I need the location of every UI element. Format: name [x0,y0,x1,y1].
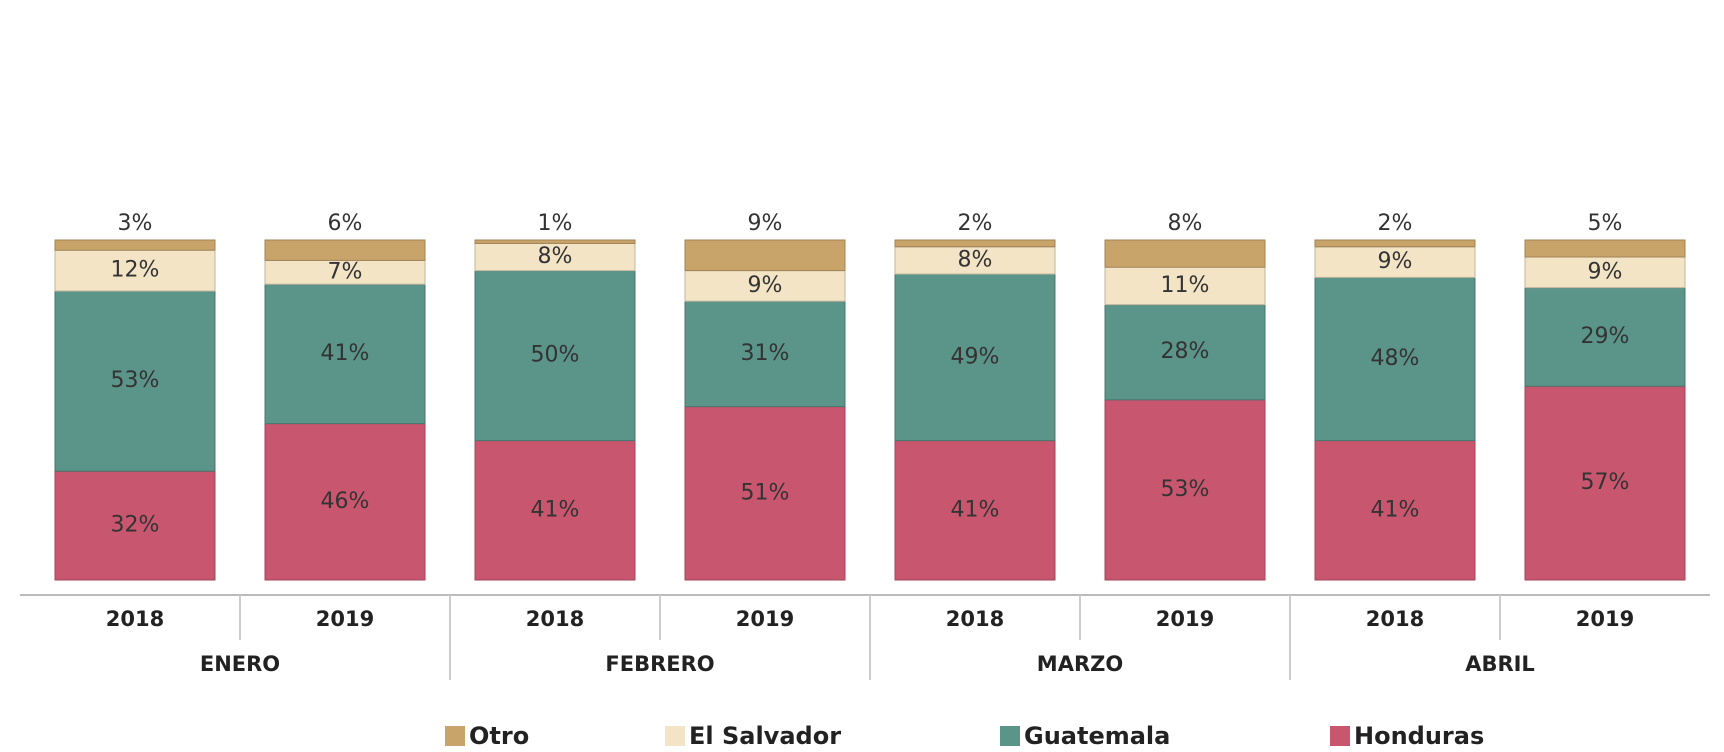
group-label: MARZO [1037,652,1123,676]
data-label: 2% [958,211,993,236]
bar-segment [1314,239,1476,248]
legend-label: Honduras [1354,722,1484,750]
data-label: 53% [111,368,160,393]
bar-segment [684,406,846,581]
data-label: 12% [111,258,160,283]
data-label: 57% [1581,470,1630,495]
x-tick-label: 2019 [316,607,374,631]
x-tick-label: 2018 [526,607,584,631]
data-label: 31% [741,341,790,366]
bar-segment [894,239,1056,248]
bar-segment [54,290,216,472]
data-label: 46% [321,489,370,514]
bar-segment [54,470,216,581]
bar-segment [1104,266,1266,306]
data-label: 8% [958,247,993,272]
legend-swatch [665,726,685,746]
data-label: 49% [951,344,1000,369]
data-label: 5% [1588,211,1623,236]
bar-segment [264,423,426,581]
x-tick-label: 2018 [946,607,1004,631]
data-label: 11% [1161,273,1210,298]
bar-segment [1524,256,1686,289]
data-label: 48% [1371,346,1420,371]
bar-segment [684,270,846,302]
data-label: 41% [951,497,1000,522]
data-label: 8% [538,244,573,269]
data-label: 29% [1581,324,1630,349]
legend-label: El Salvador [689,722,841,750]
x-tick-label: 2019 [736,607,794,631]
data-label: 51% [741,480,790,505]
data-label: 8% [1168,211,1203,236]
bar-segment [474,242,636,272]
legend-swatch [1330,726,1350,746]
x-tick-label: 2018 [1366,607,1424,631]
data-label: 9% [748,273,783,298]
bar-segment [1104,399,1266,581]
legend-swatch [1000,726,1020,746]
data-label: 9% [1588,259,1623,284]
bar-segment [1314,246,1476,278]
data-label: 1% [538,211,573,236]
data-label: 41% [1371,497,1420,522]
data-label: 28% [1161,339,1210,364]
bar-segment [1524,287,1686,387]
data-label: 50% [531,343,580,368]
data-label: 53% [1161,477,1210,502]
bar-segment [264,239,426,261]
data-label: 41% [531,497,580,522]
bar-segment [474,440,636,581]
data-label: 9% [1378,249,1413,274]
group-label: ENERO [200,652,280,676]
bar-segment [1524,385,1686,581]
group-label: FEBRERO [605,652,714,676]
bar-segment [264,283,426,425]
data-label: 6% [328,211,363,236]
x-tick-label: 2019 [1576,607,1634,631]
bar-segment [1104,239,1266,268]
bar-segment [54,239,216,251]
x-tick-label: 2018 [106,607,164,631]
bar-segment [1524,239,1686,258]
legend-label: Otro [469,722,529,750]
data-label: 9% [748,211,783,236]
legend-swatch [445,726,465,746]
x-tick-label: 2019 [1156,607,1214,631]
legend-label: Guatemala [1024,722,1170,750]
data-label: 41% [321,341,370,366]
bar-segment [1104,304,1266,401]
bar-segment [474,270,636,442]
bar-segment [1314,440,1476,581]
data-label: 32% [111,513,160,538]
bar-segment [684,239,846,272]
bar-segment [894,273,1056,442]
bar-segment [684,300,846,408]
bar-segment [474,239,636,244]
data-label: 2% [1378,211,1413,236]
data-label: 3% [118,211,153,236]
bar-segment [1314,276,1476,442]
data-label: 7% [328,259,363,284]
bar-segment [894,440,1056,581]
group-label: ABRIL [1465,652,1535,676]
